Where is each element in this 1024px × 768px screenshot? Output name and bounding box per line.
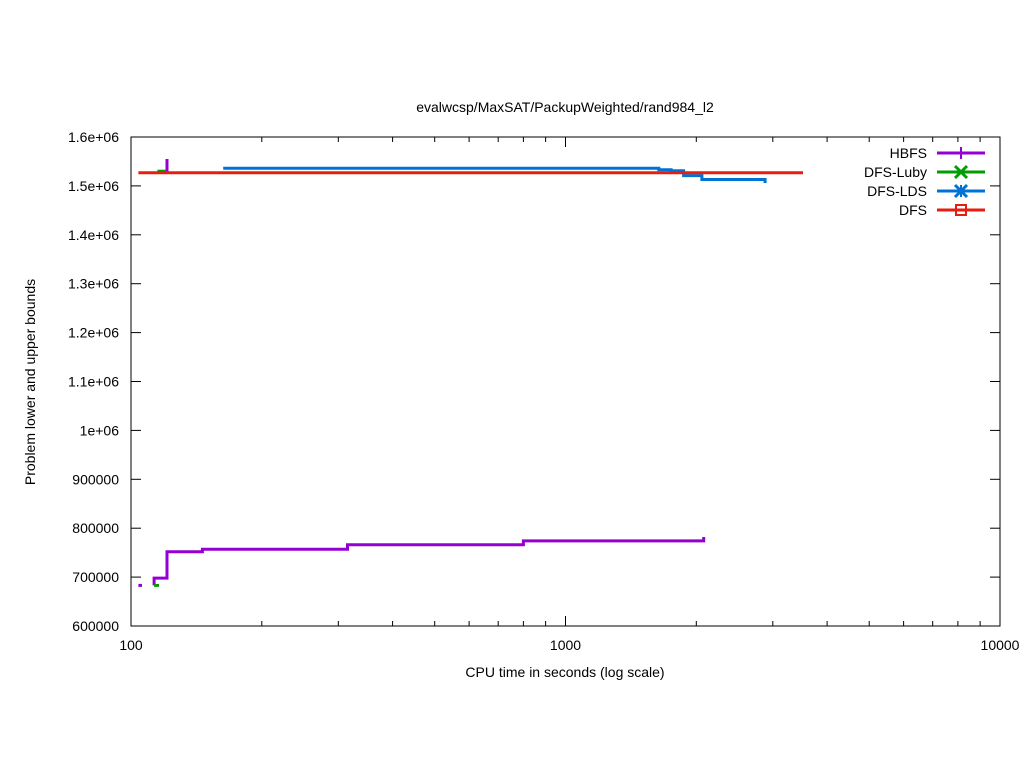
legend-marker-hbfs (955, 147, 967, 159)
x-tick-label: 100 (119, 637, 143, 653)
legend-marker-dfs-lds (953, 183, 969, 199)
plot-border (130, 136, 1001, 627)
legend-label-dfs-luby: DFS-Luby (864, 164, 927, 180)
series-line-dfs-lds (223, 166, 767, 183)
y-tick-label: 600000 (72, 618, 119, 634)
y-tick-label: 1e+06 (80, 422, 120, 438)
legend-label-hbfs: HBFS (890, 145, 927, 161)
y-tick-label: 1.5e+06 (68, 178, 119, 194)
y-tick-label: 1.6e+06 (68, 129, 119, 145)
y-tick-label: 1.4e+06 (68, 227, 119, 243)
y-tick-label: 1.1e+06 (68, 374, 119, 390)
legend-marker-dfs-luby (953, 164, 969, 180)
x-tick-label: 1000 (550, 637, 581, 653)
x-tick-label: 10000 (981, 637, 1020, 653)
x-axis: 100 1000 10000 (119, 137, 1020, 653)
y-tick-label: 1.2e+06 (68, 325, 119, 341)
y-tick-label: 1.3e+06 (68, 276, 119, 292)
legend-label-dfs-lds: DFS-LDS (867, 183, 927, 199)
legend-label-dfs: DFS (899, 202, 927, 218)
y-tick-label: 700000 (72, 569, 119, 585)
y-tick-label: 800000 (72, 520, 119, 536)
y-axis-label: Problem lower and upper bounds (22, 279, 38, 485)
legend: HBFS DFS-Luby DFS-LDS DFS (864, 145, 985, 218)
x-axis-label: CPU time in seconds (log scale) (465, 664, 664, 680)
series-lines (138, 159, 803, 587)
y-tick-label: 900000 (72, 471, 119, 487)
legend-marker-dfs (955, 204, 967, 216)
series-line-hbfs (152, 537, 706, 586)
plot-frame (130, 136, 1001, 627)
chart-title: evalwcsp/MaxSAT/PackupWeighted/rand984_l… (416, 99, 714, 115)
y-axis: 600000 700000 800000 900000 1e+06 1.1e+06 1.2e… (68, 129, 1000, 634)
